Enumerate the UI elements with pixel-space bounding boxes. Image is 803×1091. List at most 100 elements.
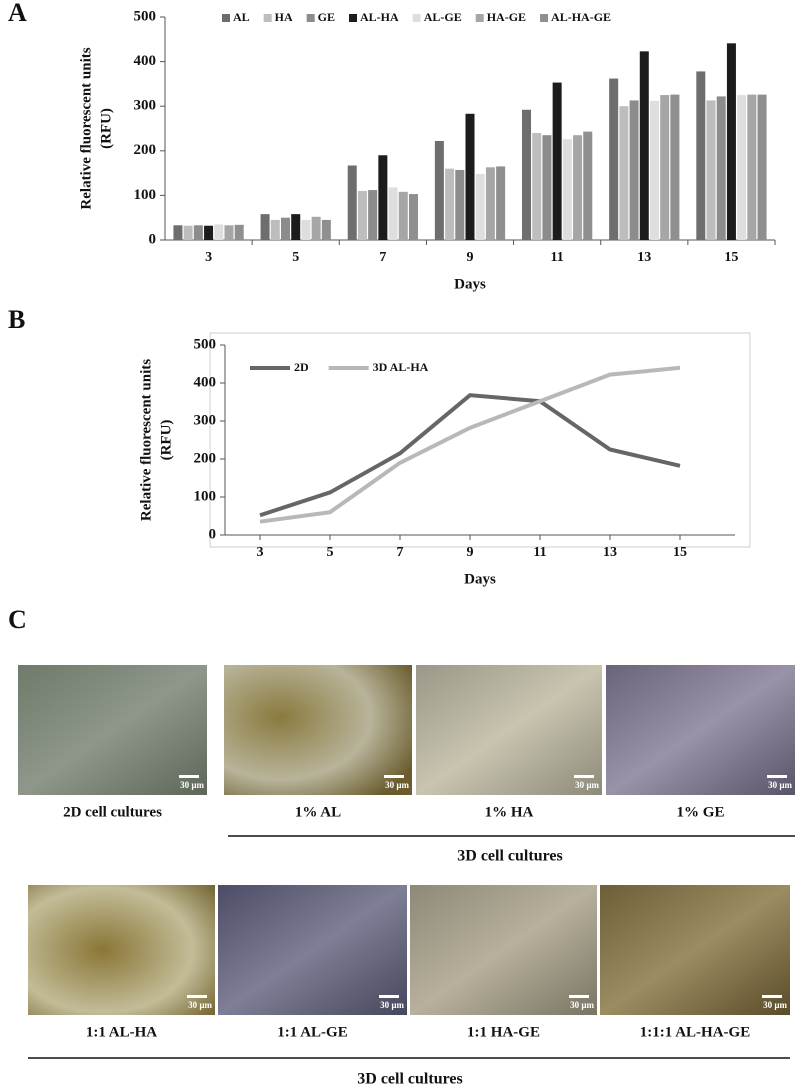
scale-bar — [767, 775, 787, 778]
y-tick-label: 100 — [194, 488, 217, 504]
bar — [696, 71, 706, 240]
bar — [737, 95, 747, 240]
bar — [542, 135, 552, 240]
group-label: 3D cell cultures — [457, 848, 562, 865]
bar — [465, 113, 475, 240]
bar — [670, 94, 680, 240]
bar — [532, 132, 542, 240]
panel-label: C — [8, 605, 27, 634]
bar — [649, 100, 659, 241]
micrograph — [18, 665, 207, 795]
scale-bar-label: 30 µm — [188, 1000, 212, 1010]
bar — [183, 225, 193, 240]
x-tick-label: 3 — [205, 250, 212, 265]
legend-swatch — [263, 14, 272, 22]
image-caption: 1% HA — [485, 804, 534, 820]
bar — [260, 214, 270, 240]
y-tick-label: 100 — [134, 187, 157, 203]
y-tick-label: 300 — [194, 412, 217, 428]
micrograph — [28, 885, 215, 1015]
bar — [224, 225, 234, 240]
scale-bar-label: 30 µm — [768, 780, 792, 790]
y-tick-label: 0 — [149, 231, 157, 247]
legend-label: 2D — [294, 360, 309, 374]
legend-swatch — [306, 14, 315, 22]
x-tick-label: 3 — [257, 545, 264, 560]
legend-swatch — [540, 14, 549, 22]
scale-bar-label: 30 µm — [180, 780, 204, 790]
image-caption: 1:1 AL-HA — [86, 1024, 157, 1040]
image-caption: 2D cell cultures — [63, 804, 162, 820]
y-tick-label: 0 — [209, 526, 217, 542]
bar — [281, 217, 291, 240]
x-tick-label: 11 — [533, 545, 546, 560]
bar — [757, 94, 767, 240]
image-caption: 1% GE — [677, 804, 725, 820]
legend-label: 3D AL-HA — [373, 360, 429, 374]
scale-bar-label: 30 µm — [763, 1000, 787, 1010]
x-tick-label: 11 — [551, 250, 564, 265]
bar — [716, 96, 726, 240]
legend-label: GE — [318, 10, 335, 24]
legend-swatch — [222, 14, 230, 22]
bar — [173, 225, 183, 240]
scale-bar — [574, 775, 594, 778]
legend-label: AL-GE — [424, 10, 462, 24]
bar — [485, 167, 495, 240]
x-axis-title: Days — [454, 276, 486, 292]
bar — [193, 225, 203, 240]
x-tick-label: 15 — [724, 250, 738, 265]
y-axis-title: Relative fluorescent units — [138, 359, 154, 521]
scale-bar — [384, 775, 404, 778]
x-tick-label: 9 — [467, 250, 474, 265]
bar — [747, 94, 757, 240]
bar — [357, 190, 367, 240]
y-tick-label: 300 — [134, 98, 157, 114]
x-tick-label: 7 — [397, 545, 404, 560]
scale-bar — [187, 995, 207, 998]
scale-bar — [379, 995, 399, 998]
bar — [445, 168, 455, 240]
bar — [629, 100, 639, 240]
y-tick-label: 200 — [134, 142, 157, 158]
x-tick-label: 13 — [637, 250, 651, 265]
image-caption: 1:1 HA-GE — [467, 1024, 540, 1040]
x-tick-label: 5 — [327, 545, 334, 560]
bar — [378, 155, 388, 240]
bar — [398, 191, 408, 240]
line — [259, 393, 681, 518]
scale-bar-label: 30 µm — [380, 1000, 404, 1010]
y-axis-title: (RFU) — [98, 108, 114, 149]
legend-label: AL — [233, 10, 250, 24]
bar — [234, 224, 244, 240]
micrograph — [606, 665, 795, 795]
bar — [311, 216, 321, 240]
image-caption: 1:1:1 AL-HA-GE — [640, 1024, 750, 1040]
y-tick-label: 400 — [134, 53, 157, 69]
bar — [522, 109, 532, 240]
x-axis-title: Days — [464, 571, 496, 587]
bar — [408, 194, 418, 240]
bar — [660, 95, 670, 240]
x-tick-label: 7 — [379, 250, 386, 265]
scale-bar-label: 30 µm — [570, 1000, 594, 1010]
bar — [270, 219, 280, 240]
bar — [726, 43, 736, 241]
plot-frame — [209, 332, 751, 548]
image-caption: 1:1 AL-GE — [277, 1024, 347, 1040]
bar — [619, 106, 629, 240]
image-caption: 1% AL — [295, 804, 341, 820]
y-axis-title: Relative fluorescent units — [78, 47, 94, 209]
scale-bar — [179, 775, 199, 778]
bar — [301, 219, 311, 240]
y-axis-title: (RFU) — [158, 420, 174, 461]
bar — [455, 169, 465, 240]
legend-label: HA — [275, 10, 293, 24]
legend-swatch — [349, 14, 358, 22]
bar — [214, 224, 224, 240]
legend-label: HA-GE — [487, 10, 526, 24]
bar — [434, 140, 444, 240]
panel-label: A — [8, 0, 27, 27]
bar — [475, 173, 485, 240]
legend-label: AL-HA — [360, 10, 399, 24]
